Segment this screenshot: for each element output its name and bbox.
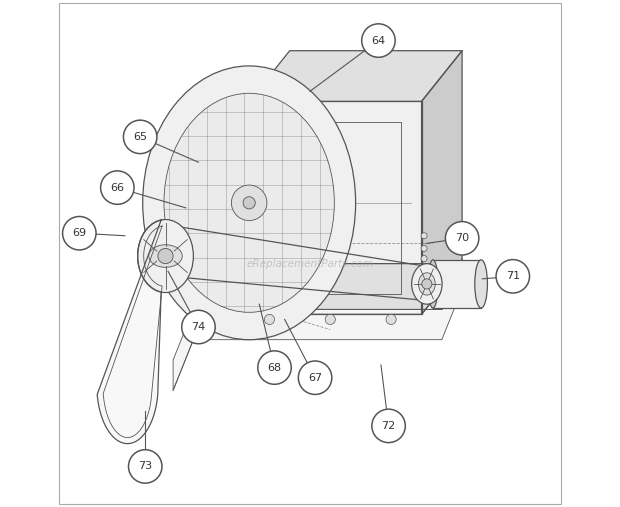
Circle shape <box>326 314 335 324</box>
Polygon shape <box>249 264 462 314</box>
Circle shape <box>182 310 215 344</box>
Ellipse shape <box>475 260 487 308</box>
Polygon shape <box>97 220 161 444</box>
Text: eReplacementParts.com: eReplacementParts.com <box>246 259 374 269</box>
Polygon shape <box>249 101 422 314</box>
Circle shape <box>264 314 275 324</box>
Circle shape <box>231 185 267 221</box>
Ellipse shape <box>428 260 438 308</box>
Text: 68: 68 <box>267 363 281 373</box>
Circle shape <box>421 233 427 239</box>
Text: 66: 66 <box>110 183 125 193</box>
Circle shape <box>158 248 173 264</box>
Circle shape <box>123 120 157 154</box>
Circle shape <box>445 222 479 255</box>
Ellipse shape <box>143 66 356 340</box>
Text: 72: 72 <box>381 421 396 431</box>
Ellipse shape <box>138 220 193 293</box>
Text: 65: 65 <box>133 132 147 142</box>
Text: 69: 69 <box>73 228 86 238</box>
Polygon shape <box>173 259 462 390</box>
Polygon shape <box>433 260 481 308</box>
Polygon shape <box>422 51 462 314</box>
Circle shape <box>372 409 405 443</box>
Ellipse shape <box>412 264 442 304</box>
Text: 64: 64 <box>371 35 386 46</box>
Text: 67: 67 <box>308 373 322 383</box>
Circle shape <box>298 361 332 394</box>
Ellipse shape <box>164 93 334 312</box>
Polygon shape <box>249 51 462 101</box>
Circle shape <box>496 260 529 293</box>
Text: 71: 71 <box>506 271 520 281</box>
Text: 73: 73 <box>138 461 153 472</box>
Circle shape <box>421 256 427 262</box>
Circle shape <box>63 216 96 250</box>
Ellipse shape <box>418 273 435 295</box>
Circle shape <box>100 171 134 204</box>
Circle shape <box>258 351 291 384</box>
Circle shape <box>386 314 396 324</box>
Ellipse shape <box>149 245 182 267</box>
Circle shape <box>361 24 395 57</box>
Text: 70: 70 <box>455 233 469 243</box>
Circle shape <box>421 245 427 251</box>
Circle shape <box>128 450 162 483</box>
Text: 74: 74 <box>192 322 206 332</box>
Circle shape <box>422 279 432 289</box>
Circle shape <box>243 197 255 209</box>
